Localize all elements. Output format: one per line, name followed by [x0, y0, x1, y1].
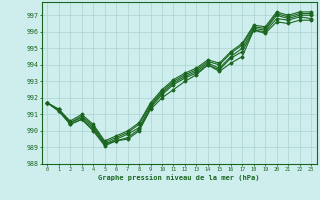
- X-axis label: Graphe pression niveau de la mer (hPa): Graphe pression niveau de la mer (hPa): [99, 174, 260, 181]
